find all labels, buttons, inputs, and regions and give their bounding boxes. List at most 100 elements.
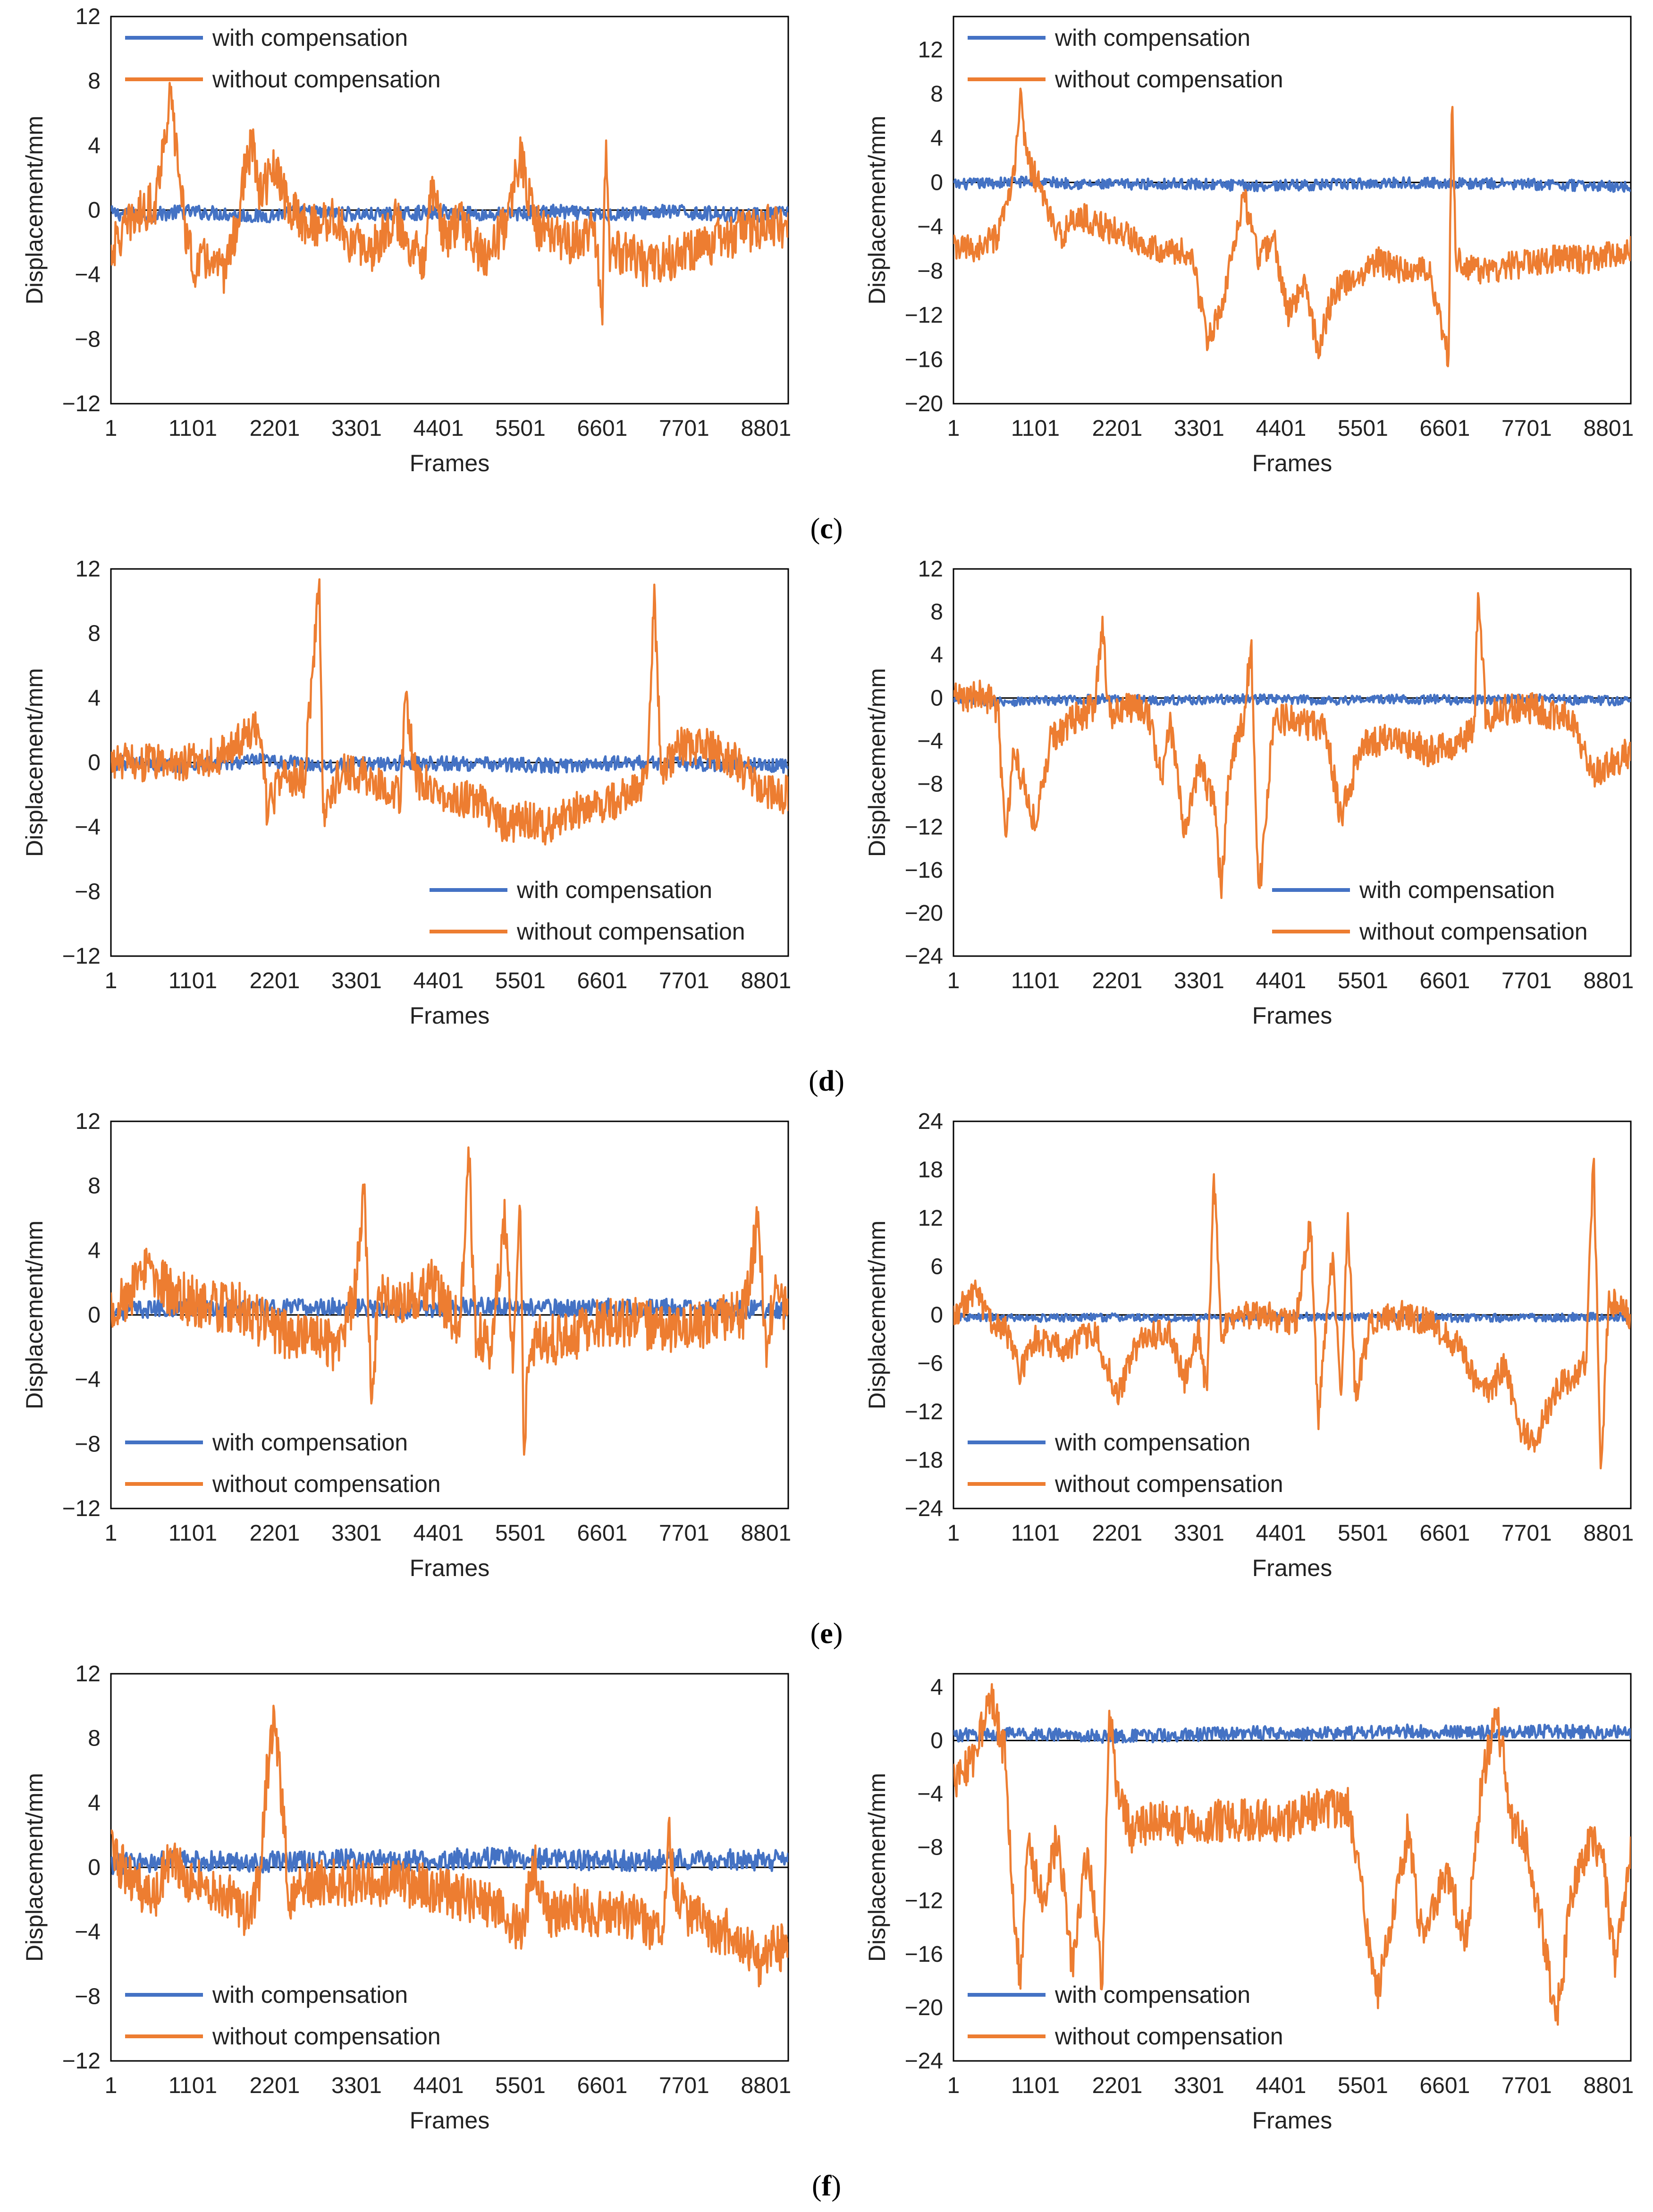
- x-tick-label: 5501: [1338, 2073, 1388, 2098]
- x-tick-label: 1: [105, 968, 118, 993]
- x-tick-label: 8801: [1583, 416, 1634, 441]
- y-tick-label: 0: [930, 1303, 943, 1328]
- x-tick-label: 2201: [250, 1521, 300, 1546]
- y-tick-label: 12: [918, 557, 943, 582]
- y-tick-label: −16: [905, 1942, 943, 1967]
- y-axis-label: Displacement/mm: [21, 1220, 48, 1409]
- y-tick-label: 0: [88, 198, 101, 223]
- y-tick-label: 12: [918, 1206, 943, 1231]
- series-line-with-compensation: [111, 203, 788, 223]
- x-tick-label: 5501: [1338, 416, 1388, 441]
- x-tick-label: 3301: [331, 2073, 382, 2098]
- legend-label: with compensation: [516, 877, 712, 903]
- y-tick-label: 8: [88, 69, 101, 94]
- y-tick-label: 4: [930, 643, 943, 668]
- x-tick-label: 1101: [169, 2073, 217, 2098]
- x-tick-label: 6601: [577, 1521, 627, 1546]
- x-tick-label: 2201: [250, 968, 300, 993]
- y-tick-label: −12: [905, 1889, 943, 1914]
- y-tick-label: 18: [918, 1158, 943, 1183]
- x-tick-label: 3301: [1174, 968, 1224, 993]
- x-tick-label: 5501: [1338, 1521, 1388, 1546]
- y-tick-label: −4: [917, 214, 943, 239]
- x-tick-label: 7701: [659, 2073, 709, 2098]
- legend-label: with compensation: [1359, 877, 1555, 903]
- x-tick-label: 1: [947, 2073, 960, 2098]
- chart-e-right: −24 −18 −12 −6 0 6 12 18 24 1 1101 2201 3301 4401 5501…: [864, 1109, 1634, 1581]
- x-tick-label: 7701: [1501, 416, 1552, 441]
- x-tick-label: 1101: [169, 416, 217, 441]
- y-axis-label: Displacement/mm: [21, 1773, 48, 1962]
- x-tick-label: 2201: [1092, 968, 1143, 993]
- legend-label: with compensation: [212, 1982, 408, 2008]
- legend-label: without compensation: [1054, 66, 1283, 93]
- x-tick-label: 8801: [1583, 2073, 1634, 2098]
- x-tick-label: 1: [947, 1521, 960, 1546]
- x-tick-label: 1101: [1011, 416, 1060, 441]
- x-axis-label: Frames: [410, 1002, 489, 1029]
- y-tick-label: −20: [905, 1995, 943, 2020]
- x-tick-label: 5501: [495, 416, 546, 441]
- x-tick-label: 7701: [659, 1521, 709, 1546]
- y-tick-label: −12: [62, 944, 101, 969]
- x-tick-label: 1: [105, 416, 118, 441]
- y-tick-label: −4: [75, 263, 101, 288]
- x-tick-label: 4401: [1256, 1521, 1307, 1546]
- x-tick-label: 8801: [741, 1521, 791, 1546]
- x-axis-label: Frames: [1252, 1002, 1332, 1029]
- x-tick-label: 3301: [1174, 416, 1224, 441]
- y-tick-label: 24: [918, 1109, 943, 1134]
- x-tick-label: 8801: [1583, 1521, 1634, 1546]
- y-tick-label: 0: [930, 686, 943, 711]
- x-tick-label: 6601: [577, 2073, 627, 2098]
- legend-label: without compensation: [1054, 1471, 1283, 1497]
- x-tick-label: 3301: [331, 416, 382, 441]
- x-tick-label: 2201: [1092, 2073, 1143, 2098]
- x-tick-label: 1101: [169, 968, 217, 993]
- y-axis-label: Displacement/mm: [864, 116, 890, 305]
- x-tick-label: 8801: [741, 2073, 791, 2098]
- legend-label: with compensation: [1054, 25, 1250, 51]
- legend-label: without compensation: [212, 2023, 441, 2050]
- y-tick-label: −16: [905, 347, 943, 372]
- series-line-without-compensation: [111, 1704, 788, 1988]
- y-axis-label: Displacement/mm: [21, 116, 48, 305]
- panel-caption: (e): [810, 1618, 843, 1650]
- panel-caption: (f): [812, 2170, 841, 2202]
- x-tick-label: 7701: [1501, 1521, 1552, 1546]
- x-tick-label: 8801: [1583, 968, 1634, 993]
- y-tick-label: −12: [62, 2049, 101, 2074]
- y-tick-label: −20: [905, 391, 943, 416]
- series-line-with-compensation: [111, 1847, 788, 1875]
- y-tick-label: 8: [88, 1726, 101, 1751]
- y-tick-label: −4: [75, 815, 101, 840]
- y-tick-label: −8: [75, 1984, 101, 2009]
- x-tick-label: 1: [105, 1521, 118, 1546]
- y-tick-label: 12: [918, 37, 943, 62]
- x-tick-label: 1: [105, 2073, 118, 2098]
- x-tick-label: 6601: [577, 968, 627, 993]
- y-tick-label: 4: [88, 686, 101, 711]
- y-tick-label: −8: [917, 259, 943, 284]
- x-tick-label: 6601: [1419, 2073, 1470, 2098]
- x-tick-label: 2201: [1092, 416, 1143, 441]
- x-tick-label: 6601: [1419, 1521, 1470, 1546]
- legend-label: with compensation: [212, 25, 408, 51]
- y-tick-label: 4: [930, 1675, 943, 1700]
- x-tick-label: 4401: [1256, 968, 1307, 993]
- y-tick-label: −12: [905, 303, 943, 328]
- y-tick-label: 8: [88, 621, 101, 646]
- x-tick-label: 1101: [1011, 1521, 1060, 1546]
- x-tick-label: 7701: [1501, 2073, 1552, 2098]
- series-line-without-compensation: [953, 1683, 1631, 2026]
- x-tick-label: 1: [947, 416, 960, 441]
- x-tick-label: 4401: [1256, 2073, 1307, 2098]
- x-tick-label: 4401: [413, 1521, 464, 1546]
- chart-d-left: −12 −8 −4 0 4 8 12 1 1101 2201 3301 4401 5501 6601 770…: [21, 557, 791, 1029]
- x-axis-label: Frames: [1252, 2107, 1332, 2134]
- legend-label: with compensation: [1054, 1429, 1250, 1456]
- y-tick-label: 6: [930, 1254, 943, 1280]
- series-line-without-compensation: [111, 82, 788, 326]
- x-tick-label: 4401: [1256, 416, 1307, 441]
- chart-e-left: −12 −8 −4 0 4 8 12 1 1101 2201 3301 4401 5501 6601 770…: [21, 1109, 791, 1581]
